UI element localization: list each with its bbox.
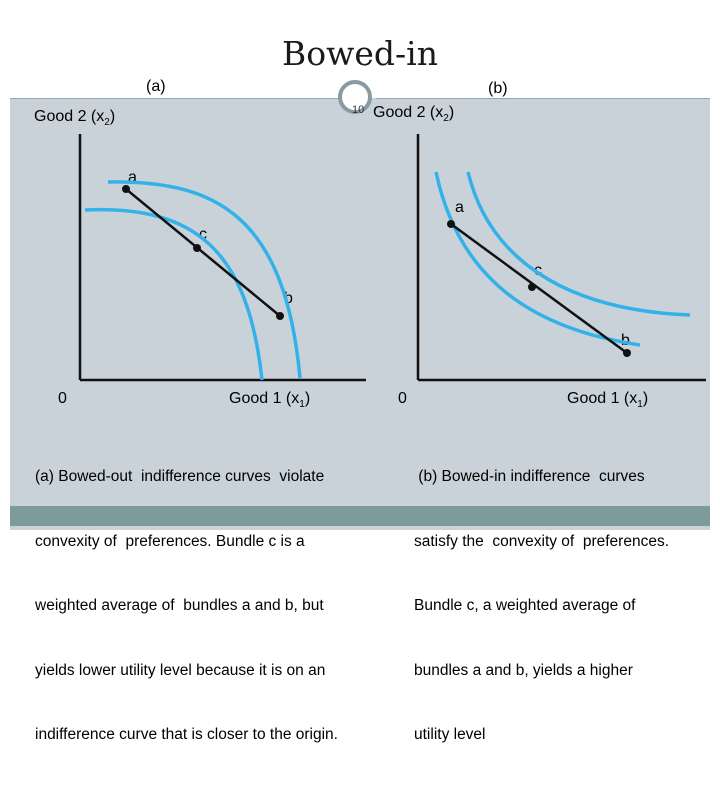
- bottom-accent-strip: [10, 506, 710, 526]
- slide-title: Bowed-in: [282, 34, 438, 73]
- title-rule-left: [10, 98, 340, 99]
- panel-a-point-b-label: b: [284, 290, 293, 307]
- panel-a-description-line: yields lower utility level because it is…: [35, 661, 326, 679]
- panel-b-x-axis-label: Good 1 (x1): [567, 390, 649, 410]
- panel-a-point-c-label: c: [199, 226, 207, 243]
- panel-b-point-a-label: a: [455, 199, 464, 216]
- panel-b-point-b-label: b: [621, 332, 630, 349]
- panel-a-point-b: [276, 312, 284, 320]
- panel-a-line-ab: [125, 188, 281, 317]
- slide: Bowed-in 10 (a) (b) Good 2 (x2) Good 1 (…: [10, 10, 710, 743]
- title-rule-right: [376, 98, 710, 99]
- panel-b-description: (b) Bowed-in indifference curves satisfy…: [414, 423, 669, 789]
- panel-b-point-a: [447, 220, 455, 228]
- panel-a-description-line: indifference curve that is closer to the…: [35, 726, 338, 743]
- panel-b-point-b: [623, 349, 631, 357]
- panel-b-point-c: [528, 283, 536, 291]
- panel-a-label: (a): [146, 78, 166, 95]
- panel-a-description-line: (a) Bowed-out indifference curves violat…: [35, 468, 325, 485]
- panel-b-outer-indifference-curve: [466, 171, 691, 317]
- page-number: 10: [352, 104, 365, 116]
- panel-a-x-axis-label: Good 1 (x1): [229, 390, 311, 410]
- panel-b-inner-indifference-curve: [434, 171, 641, 347]
- panel-b-description-line: utility level: [414, 726, 486, 743]
- panel-a-outer-indifference-curve: [107, 180, 302, 379]
- panel-a-point-a-label: a: [128, 169, 137, 186]
- panel-a-description-line: weighted average of bundles a and b, but: [35, 597, 324, 614]
- panel-a-origin-label: 0: [58, 390, 67, 407]
- panel-a-inner-indifference-curve: [84, 207, 264, 381]
- indifference-diagram: [78, 134, 706, 382]
- panel-b-description-line: (b) Bowed-in indifference curves: [414, 468, 645, 485]
- panel-a-description-line: convexity of preferences. Bundle c is a: [35, 532, 305, 550]
- panel-a-description: (a) Bowed-out indifference curves violat…: [35, 423, 338, 789]
- page-number-badge: [338, 80, 372, 114]
- panel-b-point-c-label: c: [534, 262, 542, 279]
- panel-b-description-line: bundles a and b, yields a higher: [414, 661, 633, 679]
- panel-b-description-line: Bundle c, a weighted average of: [414, 597, 636, 614]
- panel-b-y-axis-label: Good 2 (x2): [373, 104, 455, 124]
- panel-a-y-axis-label: Good 2 (x2): [34, 108, 116, 128]
- panel-b-origin-label: 0: [398, 390, 407, 407]
- panel-a-point-a: [122, 185, 130, 193]
- panel-b-label: (b): [488, 80, 508, 97]
- panel-b-line-ab: [450, 222, 628, 355]
- panel-a-point-c: [193, 244, 201, 252]
- panel-b-description-line: satisfy the convexity of preferences.: [414, 532, 670, 550]
